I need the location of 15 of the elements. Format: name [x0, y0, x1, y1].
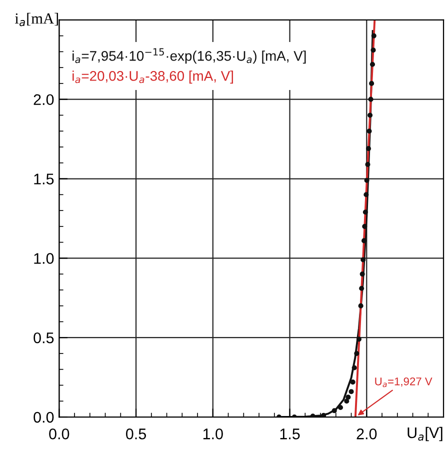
x-tick-label: 1.5 — [280, 428, 300, 440]
y-axis-title: i$_{a}$[mA] — [15, 12, 58, 26]
y-tick-label: 0.5 — [34, 332, 54, 344]
x-tick-label: 0.0 — [49, 428, 70, 440]
y-tick-label: 2.0 — [34, 94, 54, 106]
annotation: U$_{a}$=1,927 V — [375, 377, 432, 388]
x-tick-label: 1.0 — [203, 428, 223, 440]
x-tick-label: 0.5 — [126, 428, 146, 440]
y-tick-label: 0.0 — [34, 412, 54, 423]
x-axis-title: U$_{a}$[V] — [408, 426, 442, 442]
y-tick-label: 1.5 — [34, 174, 54, 184]
y-tick-label: 1.0 — [34, 253, 54, 264]
text: i$_{a}$=7,954·10$^{−15}$·exp(16,35·U$_{a}$) [mA, V] — [72, 48, 306, 64]
x-tick-label: 2.0 — [356, 428, 377, 440]
text: i$_{a}$=20,03·U$_{a}$-38,60 [mA, V] — [72, 70, 233, 84]
